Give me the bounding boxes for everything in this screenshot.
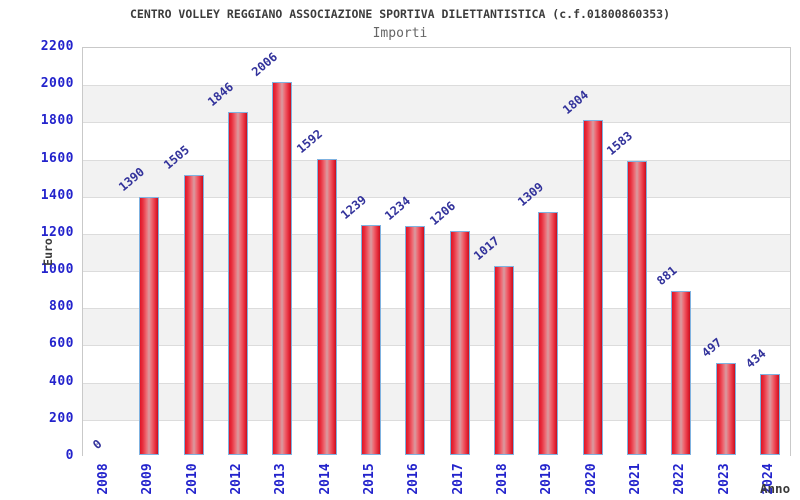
plot-band	[83, 122, 790, 160]
bar	[582, 119, 603, 455]
bar	[538, 211, 559, 455]
gridline	[83, 196, 790, 198]
x-tick-label: 2010	[184, 463, 200, 495]
y-tick-label: 2200	[40, 39, 74, 54]
x-tick-label: 2012	[229, 463, 245, 495]
bar	[139, 196, 160, 455]
y-tick-label: 600	[49, 336, 74, 352]
bar	[759, 374, 780, 455]
bar	[449, 230, 470, 455]
x-tick-label: 2008	[96, 463, 112, 495]
gridline	[83, 159, 790, 161]
gridline	[83, 85, 790, 87]
x-tick-label: 2019	[539, 463, 555, 495]
bar	[405, 225, 426, 455]
y-tick-label: 1800	[40, 113, 74, 129]
plot-band	[83, 85, 790, 123]
bar	[671, 291, 692, 455]
x-tick-label: 2020	[583, 463, 599, 495]
bar	[493, 265, 514, 455]
x-tick-label: 2009	[140, 463, 156, 495]
x-tick-label: 2023	[716, 463, 732, 495]
y-tick-label: 1200	[40, 224, 74, 240]
x-tick-label: 2022	[672, 463, 688, 495]
y-tick-label: 800	[49, 299, 74, 315]
y-tick-label: 400	[49, 373, 74, 389]
y-tick-label: 1400	[40, 187, 74, 203]
gridline	[83, 233, 790, 235]
y-tick-label: 200	[49, 410, 74, 426]
bar	[626, 160, 647, 455]
gridline	[83, 419, 790, 421]
y-tick-label: 0	[65, 448, 74, 463]
gridline	[83, 308, 790, 310]
bar	[272, 82, 293, 455]
y-axis-title: Euro	[41, 238, 55, 266]
y-tick-label: 1000	[40, 262, 74, 278]
gridline	[83, 271, 790, 273]
plot-band	[83, 48, 790, 86]
y-tick-label: 1600	[40, 150, 74, 166]
bar	[316, 159, 337, 455]
x-axis-title: Anno	[760, 481, 791, 496]
x-tick-label: 2018	[494, 463, 510, 495]
bar	[361, 224, 382, 455]
bar	[715, 362, 736, 455]
gridline	[83, 345, 790, 347]
x-tick-label: 2021	[627, 463, 643, 495]
plot-area: 0 1390 1505 1846 2006 1592 1239 1234 1206 1017 130…	[82, 47, 791, 457]
x-tick-label: 2014	[317, 463, 333, 495]
x-tick-label: 2013	[273, 463, 289, 495]
x-tick-label: 2017	[450, 463, 466, 495]
gridline	[83, 382, 790, 384]
x-tick-label: 2015	[362, 463, 378, 495]
chart-title: CENTRO VOLLEY REGGIANO ASSOCIAZIONE SPOR…	[129, 7, 671, 21]
chart-subtitle: Importi	[372, 26, 428, 41]
bar	[228, 111, 249, 455]
bar	[183, 175, 204, 455]
x-tick-label: 2016	[406, 463, 422, 495]
y-tick-label: 2000	[40, 76, 74, 92]
gridline	[83, 122, 790, 124]
